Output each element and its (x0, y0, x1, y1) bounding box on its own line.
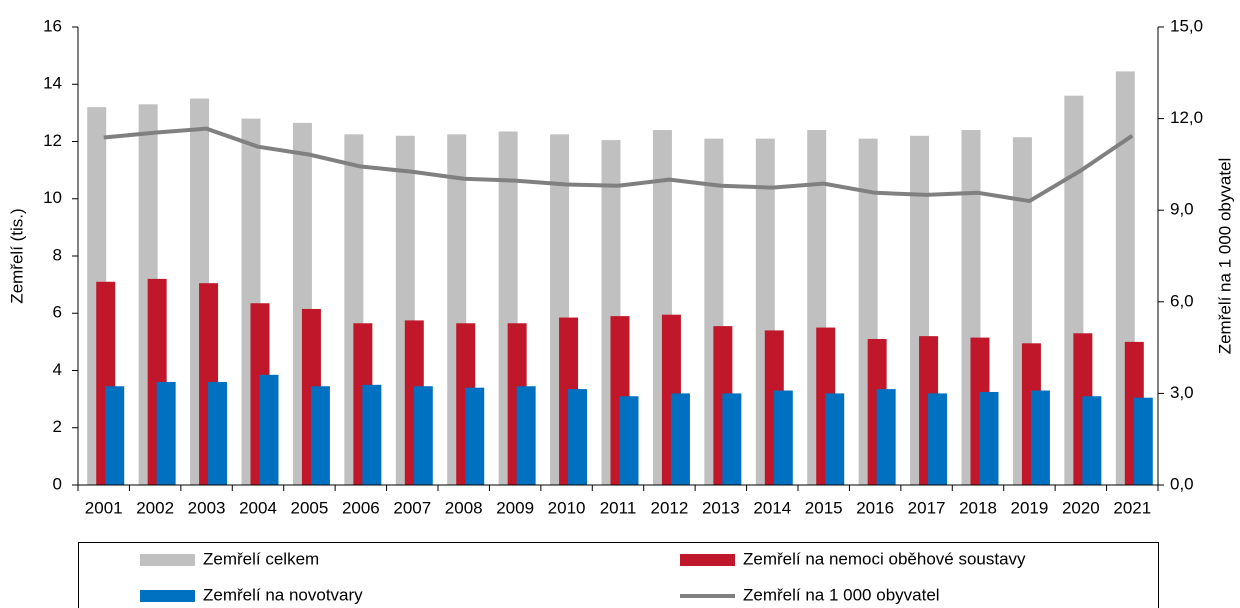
y-tick-label: 14 (43, 74, 62, 93)
x-tick-label: 2009 (496, 498, 534, 517)
y2-tick-label: 0,0 (1170, 474, 1194, 493)
x-tick-label: 2003 (188, 498, 226, 517)
x-tick-label: 2006 (342, 498, 380, 517)
legend-swatch (680, 554, 735, 566)
x-tick-label: 2004 (239, 498, 277, 517)
bar (310, 386, 330, 485)
x-tick-label: 2013 (702, 498, 740, 517)
bar (1082, 396, 1102, 485)
y2-tick-label: 3,0 (1170, 383, 1194, 402)
bar (1030, 390, 1050, 485)
x-tick-label: 2016 (856, 498, 894, 517)
y-tick-label: 12 (43, 131, 62, 150)
bar (825, 393, 845, 485)
legend-label: Zemřelí na 1 000 obyvatel (743, 585, 940, 604)
x-tick-label: 2018 (959, 498, 997, 517)
y-tick-label: 8 (53, 245, 62, 264)
bar (465, 387, 485, 485)
line (103, 126, 1134, 204)
x-tick-label: 2020 (1062, 498, 1100, 517)
legend-swatch (140, 590, 195, 602)
bar (156, 381, 176, 485)
bar (362, 384, 382, 485)
bar (619, 396, 639, 485)
x-tick-label: 2015 (805, 498, 843, 517)
bar (105, 386, 125, 485)
bar (516, 386, 536, 485)
y-tick-label: 10 (43, 188, 62, 207)
y2-tick-label: 6,0 (1170, 291, 1194, 310)
y2-tick-label: 9,0 (1170, 200, 1194, 219)
bar (208, 381, 228, 485)
y-tick-label: 0 (53, 474, 62, 493)
bar (722, 393, 742, 485)
y-tick-label: 4 (53, 360, 62, 379)
bar (568, 389, 588, 485)
bar (413, 386, 433, 485)
x-tick-label: 2001 (85, 498, 123, 517)
y-axis-label: Zemřelí (tis.) (7, 208, 26, 303)
x-tick-label: 2019 (1011, 498, 1049, 517)
legend-label: Zemřelí celkem (203, 549, 319, 568)
x-tick-label: 2002 (136, 498, 174, 517)
x-tick-label: 2014 (753, 498, 791, 517)
bar (876, 389, 896, 485)
y-tick-label: 6 (53, 303, 62, 322)
x-tick-label: 2005 (291, 498, 329, 517)
y2-tick-label: 12,0 (1170, 108, 1203, 127)
x-tick-label: 2010 (548, 498, 586, 517)
bar (773, 390, 793, 485)
bar (259, 374, 279, 485)
bar (670, 393, 690, 485)
legend-box (78, 542, 1159, 608)
y-tick-label: 2 (53, 417, 62, 436)
y2-tick-label: 15,0 (1170, 16, 1203, 35)
x-tick-label: 2011 (600, 498, 637, 517)
x-tick-label: 2017 (908, 498, 946, 517)
x-tick-label: 2007 (393, 498, 431, 517)
y2-axis-label: Zemřelí na 1 000 obyvatel (1215, 158, 1234, 355)
x-tick-label: 2008 (445, 498, 483, 517)
bar (1133, 397, 1153, 485)
x-tick-label: 2012 (651, 498, 689, 517)
y-tick-label: 16 (43, 16, 62, 35)
bar (979, 391, 999, 485)
legend-swatch (140, 554, 195, 566)
bar (928, 393, 948, 485)
legend-label: Zemřelí na nemoci oběhové soustavy (743, 549, 1026, 568)
x-tick-label: 2021 (1113, 498, 1151, 517)
legend-label: Zemřelí na novotvary (203, 585, 363, 604)
